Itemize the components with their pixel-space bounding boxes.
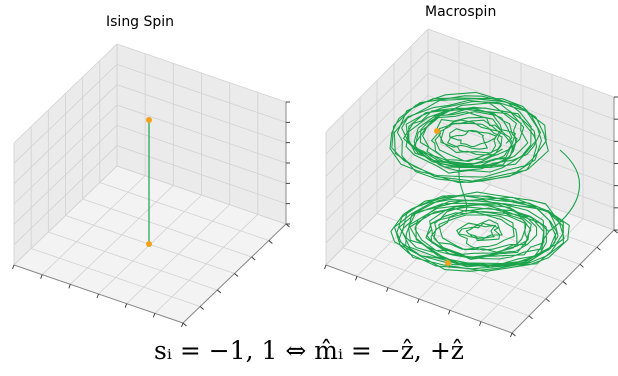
lower-trajectory	[390, 191, 570, 272]
y-tick	[268, 240, 273, 244]
x-tick	[40, 274, 43, 279]
grid-line	[427, 50, 615, 120]
transition-trajectory	[458, 164, 468, 213]
grid-line	[325, 50, 429, 155]
x-tick	[448, 310, 451, 315]
spin-equation: sᵢ = −1, 1 ⇔ m̂ᵢ = −ẑ, +ẑ	[154, 336, 464, 365]
grid-line	[13, 64, 118, 164]
macrospin-title: Macrospin	[425, 4, 497, 20]
grid-line	[116, 165, 287, 225]
macrospin-3d-axes	[324, 28, 618, 338]
x-tick	[96, 293, 99, 299]
grid-line	[154, 214, 259, 314]
x-tick	[324, 264, 327, 270]
y-tick	[285, 223, 290, 228]
transition-trajectory	[547, 149, 581, 233]
grid-line	[480, 218, 584, 322]
y-tick	[562, 281, 567, 285]
x-tick	[12, 264, 15, 270]
x-tick	[181, 322, 184, 328]
ising-spin-3d-axes	[12, 43, 290, 328]
grid-line	[427, 28, 615, 98]
upper-trajectory	[389, 91, 549, 184]
x-tick	[355, 276, 358, 281]
y-tick	[251, 256, 256, 261]
y-tick	[217, 289, 222, 294]
grid-line	[325, 28, 429, 133]
spin-down-endpoint	[146, 241, 152, 247]
x-tick	[386, 287, 389, 292]
grid-line	[13, 43, 118, 144]
spin-up-endpoint	[146, 117, 152, 123]
y-tick	[528, 315, 533, 320]
y-tick	[596, 246, 601, 251]
x-tick	[479, 321, 482, 326]
x-tick	[124, 303, 128, 308]
y-tick	[545, 298, 550, 303]
upper-endpoint	[434, 128, 440, 134]
y-tick	[511, 332, 516, 337]
ising-spin-title: Ising Spin	[106, 14, 175, 30]
x-tick	[68, 284, 71, 289]
grid-line	[116, 43, 287, 103]
y-tick	[234, 273, 239, 277]
y-tick	[613, 229, 618, 234]
y-tick	[579, 263, 584, 268]
x-tick	[152, 313, 156, 318]
y-tick	[199, 306, 204, 310]
x-tick	[510, 332, 513, 338]
y-tick	[182, 322, 187, 327]
grid-line	[116, 63, 287, 123]
x-tick	[417, 298, 420, 304]
lower-endpoint	[445, 260, 451, 266]
